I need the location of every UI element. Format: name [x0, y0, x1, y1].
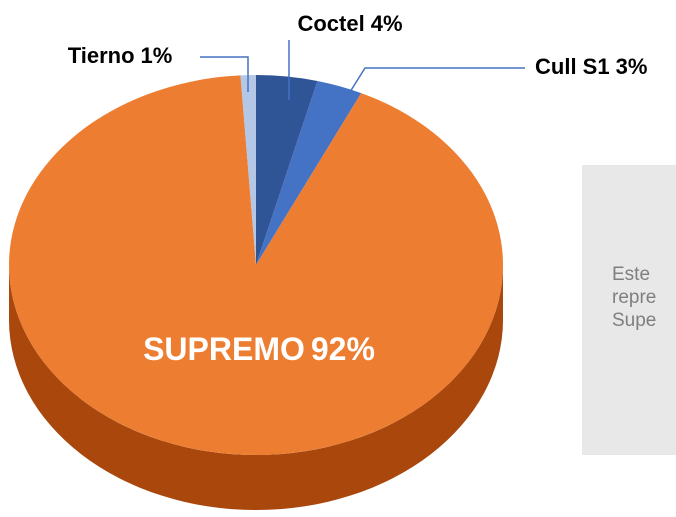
leader-line: [349, 67, 525, 93]
pie-slice: [9, 75, 503, 455]
pie-slice: [240, 75, 256, 265]
slice-category: Coctel: [297, 11, 364, 36]
pie-slice: [256, 75, 318, 265]
slice-value-label: 3%: [616, 54, 648, 79]
slice-label: SUPREMO 92%: [143, 331, 375, 367]
note-line: Este: [612, 264, 650, 285]
note-box: [582, 165, 676, 455]
note-line: Supe: [612, 310, 656, 331]
slice-category: Cull S1: [535, 54, 610, 79]
slice-category: Tierno: [68, 43, 135, 68]
slice-label: Cull S1 3%: [535, 54, 647, 79]
note-line: repre: [612, 287, 656, 308]
slice-label: Coctel 4%: [297, 11, 402, 36]
slice-value-label: 4%: [371, 11, 403, 36]
slice-value-label: 92%: [311, 331, 375, 367]
slice-category: SUPREMO: [143, 331, 305, 367]
slice-label: Tierno 1%: [68, 43, 173, 68]
pie-slice: [256, 80, 362, 265]
slice-value-label: 1%: [141, 43, 173, 68]
pie-side: [9, 265, 503, 510]
leader-line: [200, 56, 249, 92]
